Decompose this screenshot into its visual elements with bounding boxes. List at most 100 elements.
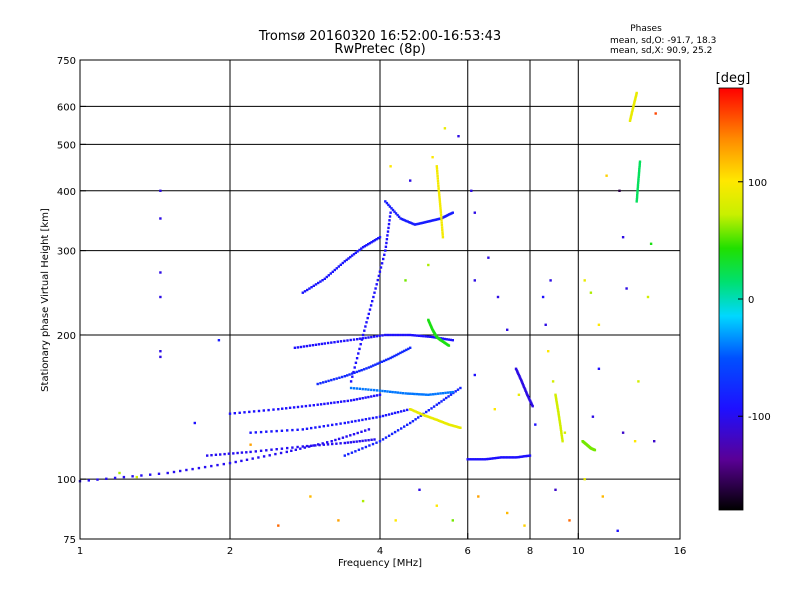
echo-point (365, 367, 368, 370)
echo-point (380, 360, 384, 363)
echo-point (349, 386, 353, 390)
echo-point (341, 261, 344, 265)
echo-point (352, 338, 356, 341)
echo-point (331, 270, 334, 273)
echo-point (159, 350, 162, 353)
echo-point (249, 450, 252, 454)
echo-point (216, 463, 219, 467)
echo-point (317, 343, 321, 346)
echo-point (157, 472, 161, 475)
echo-point (288, 406, 292, 409)
echo-point (245, 458, 249, 461)
echo-point (367, 243, 370, 246)
echo-point (436, 392, 440, 395)
echo-point (374, 287, 377, 290)
echo-point (557, 415, 561, 419)
echo-point (159, 217, 162, 220)
echo-point (296, 405, 300, 409)
echo-point (493, 457, 496, 460)
echo-point (373, 438, 376, 441)
echo-point (476, 458, 480, 461)
echo-point (638, 168, 641, 171)
echo-point (628, 119, 632, 122)
echo-point (387, 203, 390, 207)
echo-point (427, 409, 430, 412)
echo-point (350, 254, 354, 257)
echo-point (488, 457, 492, 460)
echo-point (391, 333, 394, 337)
echo-point (440, 218, 443, 222)
echo-point (333, 341, 336, 344)
echo-point (396, 213, 399, 217)
echo-point (439, 204, 442, 208)
echo-point (583, 279, 586, 282)
echo-point (370, 335, 373, 339)
echo-point (400, 217, 404, 221)
echo-point (524, 454, 527, 458)
echo-point (219, 453, 222, 456)
echo-point (303, 290, 307, 293)
echo-point (325, 275, 328, 279)
echo-point (555, 397, 558, 401)
echo-point (411, 409, 415, 412)
echo-point (438, 217, 441, 220)
echo-point (413, 392, 416, 396)
echo-point (305, 427, 309, 430)
echo-point (632, 103, 635, 107)
echo-point (437, 182, 440, 185)
colorbar-tick-label: 0 (748, 295, 754, 306)
echo-point (323, 402, 326, 406)
echo-point (375, 394, 379, 397)
echo-point (197, 466, 201, 470)
echo-point (393, 354, 396, 358)
echo-point (324, 380, 328, 383)
echo-point (437, 189, 440, 192)
echo-point (363, 329, 366, 332)
echo-point (531, 405, 534, 408)
echo-point (646, 295, 650, 299)
echo-point (343, 260, 346, 263)
echo-point (299, 345, 303, 349)
echo-point (389, 356, 392, 360)
echo-point (378, 440, 382, 443)
echo-point (563, 431, 567, 434)
stats-heading: Phases (630, 24, 662, 34)
echo-point (236, 451, 239, 455)
y-tick-label: 500 (57, 140, 76, 151)
echo-point (555, 399, 558, 402)
colorbar-label: [deg] (716, 71, 751, 86)
echo-point (274, 452, 277, 456)
echo-point (426, 415, 429, 418)
echo-point (403, 425, 406, 428)
echo-point (335, 267, 338, 270)
echo-point (449, 338, 452, 342)
echo-point (496, 295, 500, 299)
echo-point (435, 504, 438, 507)
echo-point (386, 333, 389, 337)
echo-point (358, 440, 361, 443)
echo-point (369, 304, 373, 307)
echo-point (140, 474, 143, 477)
echo-point (332, 378, 336, 381)
echo-point (370, 388, 373, 392)
echo-point (275, 429, 278, 433)
echo-point (349, 434, 352, 437)
echo-point (427, 263, 430, 267)
echo-point (440, 223, 444, 227)
echo-point (411, 392, 414, 395)
echo-point (245, 451, 248, 454)
echo-point (483, 458, 487, 461)
echo-point (357, 352, 360, 355)
echo-point (419, 414, 423, 417)
echo-point (96, 478, 99, 481)
echo-point (520, 378, 523, 382)
echo-point (240, 459, 243, 463)
echo-point (364, 325, 367, 328)
echo-point (323, 342, 326, 345)
echo-point (430, 407, 433, 410)
echo-point (296, 346, 300, 349)
echo-point (498, 456, 501, 459)
echo-point (336, 401, 339, 404)
echo-point (516, 370, 519, 373)
echo-point (519, 455, 522, 459)
